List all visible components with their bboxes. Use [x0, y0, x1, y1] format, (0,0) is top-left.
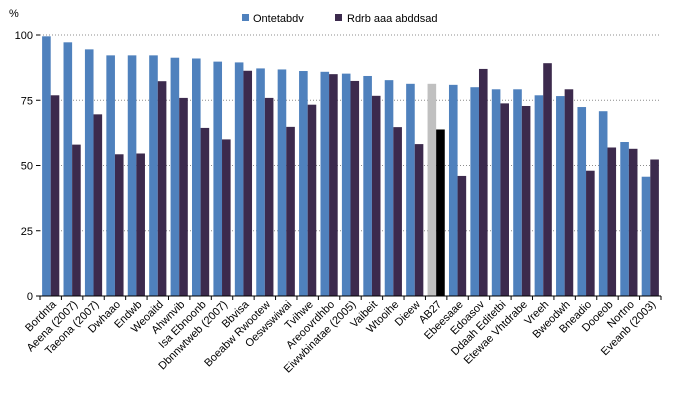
legend: Ontetabdv Rdrb aaa abddsad	[242, 13, 438, 25]
bar-series-1	[641, 176, 651, 296]
bar-series-1	[320, 71, 330, 296]
bar-series-2	[136, 153, 145, 296]
y-unit-label: %	[9, 8, 19, 20]
bar-series-1	[470, 87, 479, 296]
bar-series-1	[491, 89, 501, 296]
bar-series-2	[222, 139, 231, 296]
bar-series-2	[607, 147, 617, 296]
bar-series-2	[543, 63, 552, 296]
bar-series-2	[50, 95, 60, 296]
bar-series-2	[93, 114, 103, 296]
y-axis-ticks: 0 25 50 75 100	[15, 30, 40, 303]
bar-series-1	[42, 36, 51, 297]
bar-series-1	[448, 84, 458, 296]
bar-series-1	[598, 111, 608, 297]
bars	[42, 36, 659, 297]
bar-series-2	[264, 97, 274, 297]
bar-series-1	[427, 83, 437, 296]
bar-series-2	[478, 68, 488, 297]
y-tick-label: 75	[21, 95, 33, 107]
bar-series-2	[200, 127, 210, 296]
bar-series-2	[457, 175, 467, 296]
bar-series-1	[534, 95, 544, 296]
bar-series-2	[521, 105, 531, 297]
bar-series-1	[63, 42, 73, 297]
y-tick-label: 50	[21, 161, 33, 173]
bar-series-1	[556, 96, 565, 296]
bar-series-2	[114, 154, 124, 296]
bar-series-2	[371, 95, 381, 296]
legend-swatch-series-2	[335, 14, 342, 21]
bar-series-1	[127, 55, 137, 296]
y-tick-label: 100	[15, 30, 33, 42]
bar-series-2	[564, 89, 574, 296]
bar-series-1	[106, 55, 115, 296]
legend-label-series-1: Ontetabdv	[253, 13, 304, 25]
bar-series-1	[577, 107, 587, 296]
bar-series-1	[384, 80, 394, 297]
bar-series-1	[406, 83, 415, 296]
bar-series-2	[650, 159, 659, 296]
bar-series-2	[243, 70, 253, 296]
bar-series-2	[586, 170, 595, 296]
bar-series-1	[213, 61, 223, 297]
bar-series-2	[393, 127, 402, 296]
bar-series-1	[277, 69, 287, 296]
y-tick-label: 25	[21, 226, 33, 238]
bar-series-1	[513, 89, 522, 296]
bar-series-2	[350, 80, 360, 296]
bar-series-2	[500, 103, 509, 296]
bar-series-1	[341, 73, 351, 296]
bar-series-2	[628, 148, 638, 296]
bar-series-2	[72, 144, 81, 296]
bar-series-1	[256, 68, 265, 296]
legend-label-series-2: Rdrb aaa abddsad	[347, 13, 438, 25]
bar-series-2	[307, 104, 317, 296]
bar-series-1	[299, 71, 308, 297]
bar-series-1	[192, 58, 201, 296]
bar-series-2	[329, 74, 338, 297]
bar-series-2	[414, 144, 424, 296]
bar-series-2	[286, 126, 295, 297]
legend-swatch-series-1	[242, 14, 249, 21]
bar-series-2	[179, 97, 188, 297]
bar-series-1	[84, 49, 94, 296]
bar-series-1	[620, 142, 629, 296]
bar-series-1	[363, 75, 372, 296]
bar-series-2	[157, 81, 167, 296]
bar-series-1	[149, 55, 158, 296]
bar-series-1	[170, 57, 180, 297]
bar-series-2	[436, 129, 445, 296]
y-tick-label: 0	[27, 291, 33, 303]
bar-series-1	[234, 62, 244, 296]
